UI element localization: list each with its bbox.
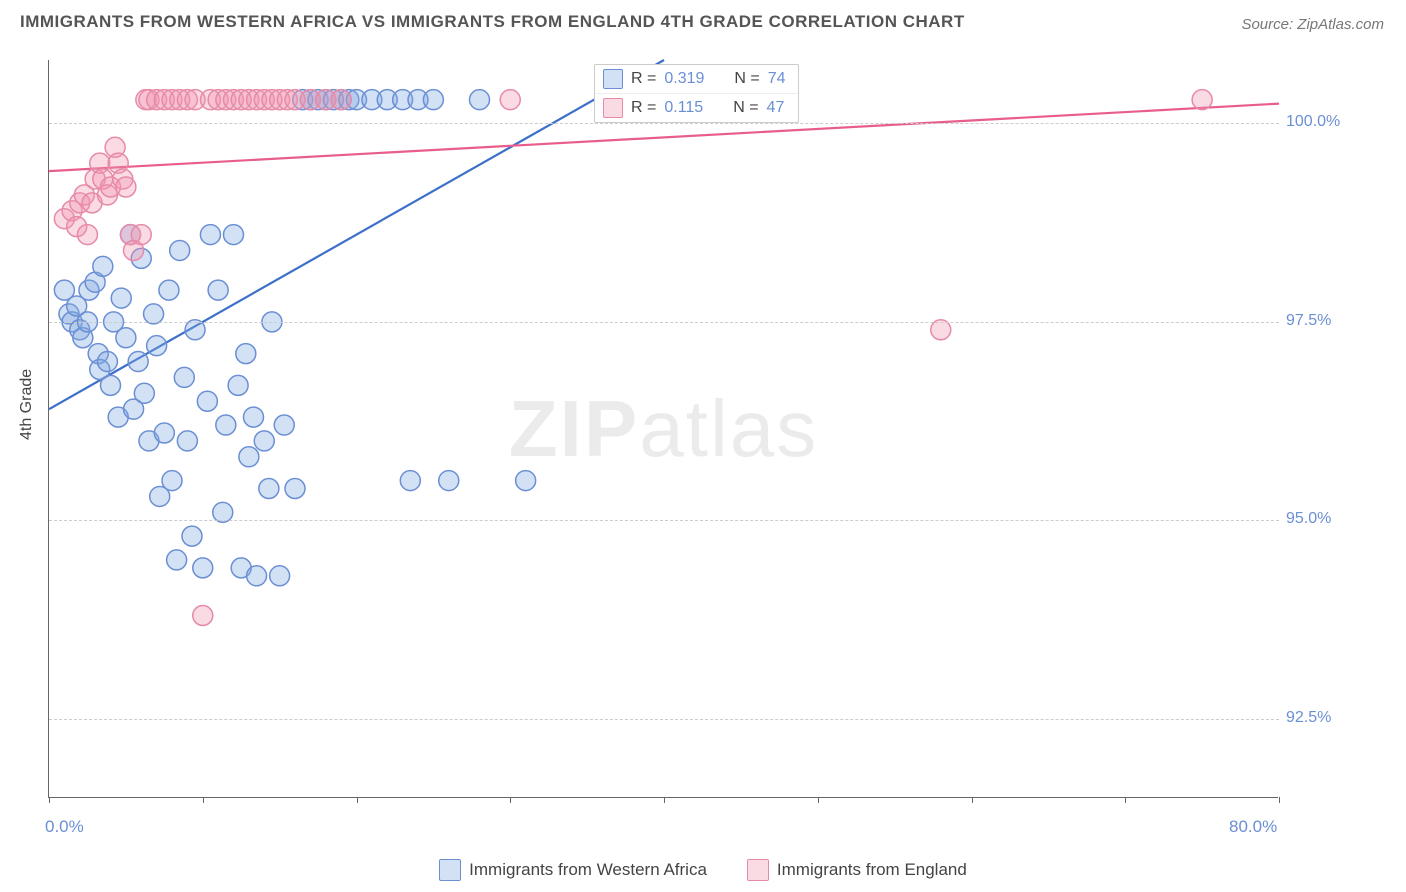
data-point [197,391,217,411]
data-point [439,471,459,491]
y-tick-label: 92.5% [1286,709,1366,727]
data-point [208,280,228,300]
r-value: 0.319 [664,70,704,88]
data-point [200,225,220,245]
y-axis-label: 4th Grade [18,369,36,440]
data-point [154,423,174,443]
data-point [400,471,420,491]
x-tick [357,797,358,803]
data-point [116,328,136,348]
data-point [193,605,213,625]
data-point [97,352,117,372]
n-value: 47 [767,99,785,117]
data-point [174,367,194,387]
x-tick-label: 80.0% [1229,817,1277,837]
gridline [49,719,1279,720]
legend-item: Immigrants from Western Africa [439,859,707,881]
legend-swatch [603,69,623,89]
y-tick-label: 97.5% [1286,312,1366,330]
n-value: 74 [768,70,786,88]
source-attribution: Source: ZipAtlas.com [1241,16,1384,33]
gridline [49,520,1279,521]
data-point [111,288,131,308]
legend-swatch [439,859,461,881]
r-label: R = [631,99,656,117]
data-point [177,431,197,451]
stats-legend-row: R = 0.319 N = 74 [595,65,798,93]
gridline [49,123,1279,124]
data-point [93,256,113,276]
data-point [182,526,202,546]
data-point [116,177,136,197]
y-tick-label: 95.0% [1286,510,1366,528]
data-point [134,383,154,403]
data-point [423,90,443,110]
data-point [270,566,290,586]
r-value: 0.115 [664,99,703,117]
x-tick [972,797,973,803]
data-point [159,280,179,300]
r-label: R = [631,70,656,88]
n-label: N = [734,70,759,88]
data-point [224,225,244,245]
x-tick [664,797,665,803]
data-point [331,90,351,110]
legend-label: Immigrants from Western Africa [469,860,707,880]
x-tick-label: 0.0% [45,817,84,837]
data-point [167,550,187,570]
series-legend: Immigrants from Western Africa Immigrants… [0,859,1406,886]
x-tick [1279,797,1280,803]
data-point [101,375,121,395]
data-point [470,90,490,110]
data-point [516,471,536,491]
legend-swatch [747,859,769,881]
data-point [254,431,274,451]
data-point [77,225,97,245]
data-point [285,479,305,499]
data-point [128,352,148,372]
legend-swatch [603,98,623,118]
x-tick [818,797,819,803]
data-point [259,479,279,499]
data-point [243,407,263,427]
scatter-plot-svg [49,60,1279,798]
stats-legend-row: R = 0.115 N = 47 [595,93,798,122]
legend-item: Immigrants from England [747,859,967,881]
data-point [274,415,294,435]
x-tick [1125,797,1126,803]
data-point [1192,90,1212,110]
data-point [236,344,256,364]
data-point [228,375,248,395]
data-point [131,225,151,245]
y-tick-label: 100.0% [1286,113,1366,131]
x-tick [49,797,50,803]
plot-area: ZIPatlas R = 0.319N = 74R = 0.115N = 47 … [48,60,1278,798]
data-point [239,447,259,467]
data-point [193,558,213,578]
data-point [216,415,236,435]
chart-title: IMMIGRANTS FROM WESTERN AFRICA VS IMMIGR… [20,12,965,32]
n-label: N = [733,99,758,117]
legend-label: Immigrants from England [777,860,967,880]
data-point [500,90,520,110]
data-point [170,240,190,260]
x-tick [203,797,204,803]
gridline [49,322,1279,323]
stats-legend: R = 0.319 N = 74 R = 0.115 N = 47 [594,64,799,123]
data-point [147,336,167,356]
x-tick [510,797,511,803]
data-point [162,471,182,491]
data-point [247,566,267,586]
